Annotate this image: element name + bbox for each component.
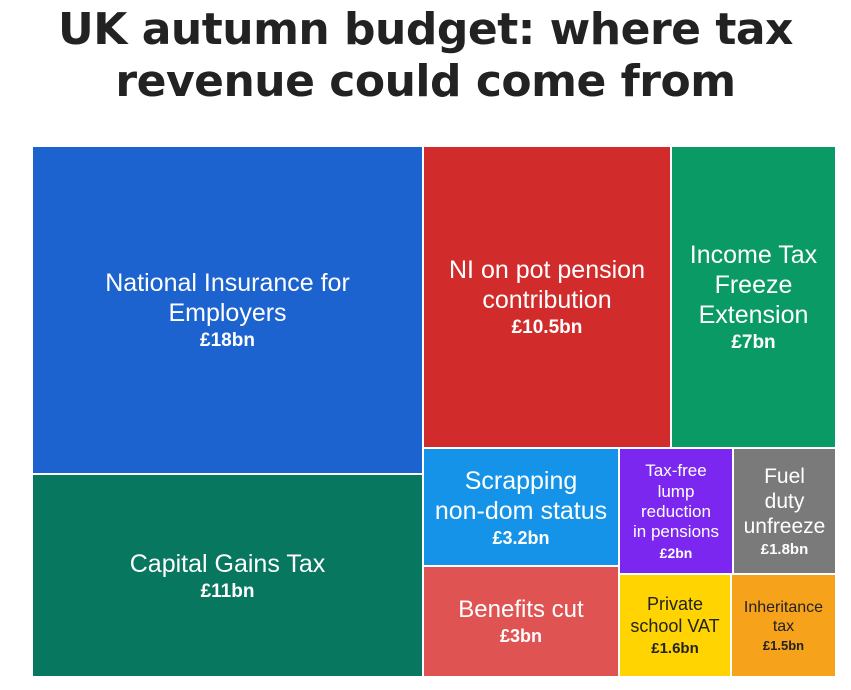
- treemap-tile: Private school VAT £1.6bn: [619, 574, 731, 677]
- treemap-tile: Fuel duty unfreeze £1.8bn: [733, 448, 836, 574]
- treemap-tile: Tax-free lump reduction in pensions £2bn: [619, 448, 733, 574]
- tile-value: £3bn: [499, 626, 542, 647]
- tile-value: £10.5bn: [511, 317, 583, 338]
- tile-label: Tax-free lump reduction in pensions: [632, 461, 719, 542]
- tile-label: Private school VAT: [630, 594, 720, 636]
- tile-value: £18bn: [200, 330, 255, 351]
- tile-label: Fuel duty unfreeze: [743, 464, 826, 539]
- chart-title-line-2: revenue could come from: [115, 56, 736, 107]
- tile-label: Inheritance tax: [743, 598, 824, 635]
- tile-label: National Insurance for Employers: [105, 269, 350, 327]
- treemap-tile: Capital Gains Tax £11bn: [32, 474, 423, 677]
- tile-value: £7bn: [731, 332, 776, 353]
- treemap-tile: Income Tax Freeze Extension £7bn: [671, 146, 836, 448]
- treemap-tile: National Insurance for Employers £18bn: [32, 146, 423, 474]
- treemap-tile: NI on pot pension contribution £10.5bn: [423, 146, 671, 448]
- tile-label: Benefits cut: [458, 595, 584, 623]
- treemap-tile: Benefits cut £3bn: [423, 566, 619, 677]
- tile-value: £1.8bn: [760, 541, 809, 559]
- tile-label: Capital Gains Tax: [129, 549, 326, 578]
- tile-value: £1.5bn: [762, 638, 805, 654]
- tile-value: £2bn: [659, 544, 693, 561]
- tile-value: £11bn: [200, 580, 255, 602]
- treemap-tile: Scrapping non-dom status £3.2bn: [423, 448, 619, 566]
- tile-label: Income Tax Freeze Extension: [689, 241, 818, 329]
- treemap-tile: Inheritance tax £1.5bn: [731, 574, 836, 677]
- tile-label: Scrapping non-dom status: [434, 466, 608, 525]
- tile-label: NI on pot pension contribution: [449, 256, 645, 314]
- tile-value: £1.6bn: [651, 639, 699, 657]
- chart-title-line-1: UK autumn budget: where tax: [58, 4, 793, 55]
- tile-value: £3.2bn: [492, 527, 550, 548]
- chart-title: UK autumn budget: where tax revenue coul…: [0, 4, 851, 108]
